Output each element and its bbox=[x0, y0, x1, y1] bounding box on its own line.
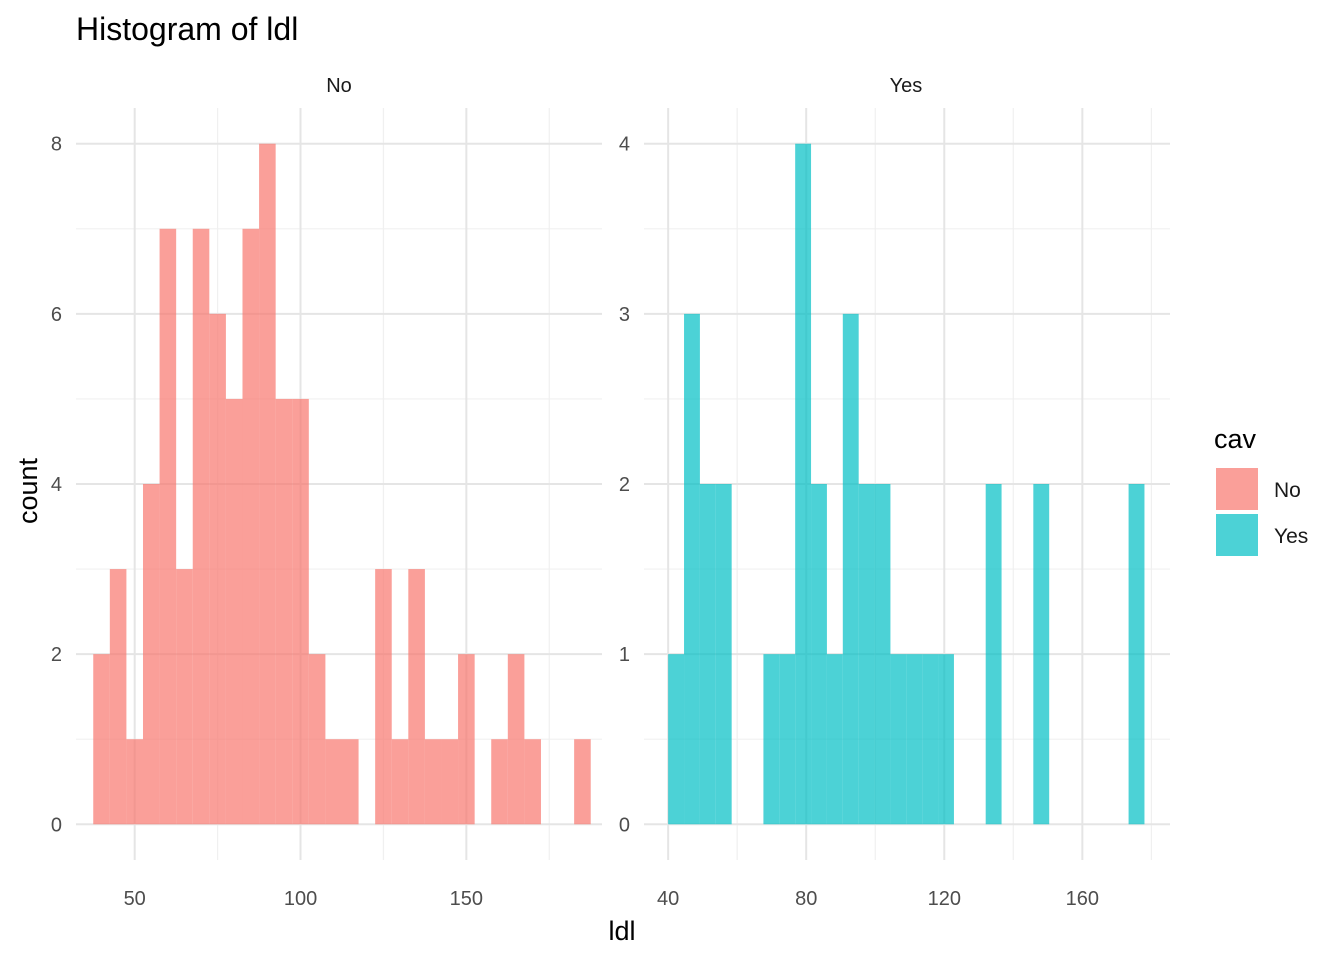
y-tick-label-no: 8 bbox=[51, 134, 62, 156]
bar-no bbox=[159, 228, 177, 825]
bar-yes bbox=[890, 654, 907, 825]
bar-no bbox=[458, 654, 475, 825]
bar-no bbox=[491, 739, 508, 825]
x-tick-label-no: 150 bbox=[450, 888, 483, 910]
legend-label-yes: Yes bbox=[1274, 525, 1308, 548]
bar-no bbox=[391, 739, 409, 825]
x-tick-label-yes: 160 bbox=[1066, 888, 1099, 910]
bar-yes bbox=[826, 654, 843, 825]
legend-key-no bbox=[1216, 468, 1258, 510]
bar-no bbox=[308, 654, 326, 825]
bar-no bbox=[408, 569, 425, 825]
x-tick-label-no: 50 bbox=[124, 888, 146, 910]
bar-no bbox=[292, 398, 309, 825]
bar-no bbox=[142, 484, 160, 825]
bar-yes bbox=[1128, 484, 1145, 825]
bar-yes bbox=[668, 654, 685, 825]
y-tick-label-yes: 4 bbox=[619, 134, 630, 156]
bar-yes bbox=[922, 654, 939, 825]
bar-no bbox=[574, 739, 591, 825]
bar-no bbox=[341, 739, 359, 825]
bar-yes bbox=[874, 484, 891, 825]
y-tick-label-yes: 2 bbox=[619, 474, 630, 496]
chart-title: Histogram of ldl bbox=[76, 11, 298, 47]
y-tick-label-yes: 3 bbox=[619, 304, 630, 326]
bar-yes bbox=[938, 654, 954, 825]
bar-no bbox=[192, 228, 210, 825]
panel-yes: Yes 40 80 120 160 0 1 2 3 4 bbox=[619, 75, 1170, 910]
x-tick-label-yes: 120 bbox=[928, 888, 961, 910]
bar-yes bbox=[858, 484, 875, 825]
x-tick-label-yes: 80 bbox=[795, 888, 817, 910]
legend-label-no: No bbox=[1274, 479, 1301, 502]
bar-yes bbox=[699, 484, 716, 825]
y-tick-label-no: 0 bbox=[51, 814, 62, 836]
y-tick-label-yes: 1 bbox=[619, 644, 630, 666]
bar-yes bbox=[795, 143, 812, 825]
bar-no bbox=[242, 228, 260, 825]
x-tick-label-yes: 40 bbox=[657, 888, 679, 910]
bars-yes bbox=[668, 143, 1145, 825]
bars-no bbox=[93, 143, 591, 825]
bar-no bbox=[93, 654, 110, 825]
bar-no bbox=[275, 398, 293, 825]
bar-yes bbox=[1033, 484, 1050, 825]
panel-no: No 50 100 150 0 2 4 6 8 bbox=[51, 75, 602, 910]
bar-no bbox=[441, 739, 459, 825]
bar-yes bbox=[842, 313, 859, 825]
bar-yes bbox=[763, 654, 780, 825]
y-tick-label-no: 6 bbox=[51, 304, 62, 326]
x-tick-label-no: 100 bbox=[284, 888, 317, 910]
bar-no bbox=[176, 569, 193, 825]
y-tick-label-no: 4 bbox=[51, 474, 62, 496]
bar-yes bbox=[684, 313, 700, 825]
ticks-yes: 40 80 120 160 0 1 2 3 4 bbox=[619, 134, 1099, 910]
bar-yes bbox=[985, 484, 1002, 825]
bar-no bbox=[375, 569, 392, 825]
bar-no bbox=[225, 398, 243, 825]
legend: cav No Yes bbox=[1214, 424, 1308, 556]
bar-yes bbox=[715, 484, 732, 825]
ticks-no: 50 100 150 0 2 4 6 8 bbox=[51, 134, 483, 910]
x-axis-title: ldl bbox=[608, 916, 635, 946]
strip-label-yes: Yes bbox=[890, 75, 923, 97]
y-tick-label-no: 2 bbox=[51, 644, 62, 666]
bar-no bbox=[524, 739, 541, 825]
legend-key-yes bbox=[1216, 514, 1258, 556]
bar-no bbox=[259, 143, 276, 825]
bar-yes bbox=[906, 654, 923, 825]
bar-no bbox=[424, 739, 442, 825]
bar-no bbox=[507, 654, 525, 825]
y-tick-label-yes: 0 bbox=[619, 814, 630, 836]
bar-no bbox=[126, 739, 143, 825]
y-axis-title: count bbox=[13, 457, 43, 524]
strip-label-no: No bbox=[326, 75, 352, 97]
bar-yes bbox=[811, 484, 827, 825]
legend-title: cav bbox=[1214, 424, 1257, 454]
bar-no bbox=[209, 313, 226, 825]
bar-no bbox=[325, 739, 342, 825]
bar-no bbox=[109, 569, 127, 825]
bar-yes bbox=[779, 654, 796, 825]
